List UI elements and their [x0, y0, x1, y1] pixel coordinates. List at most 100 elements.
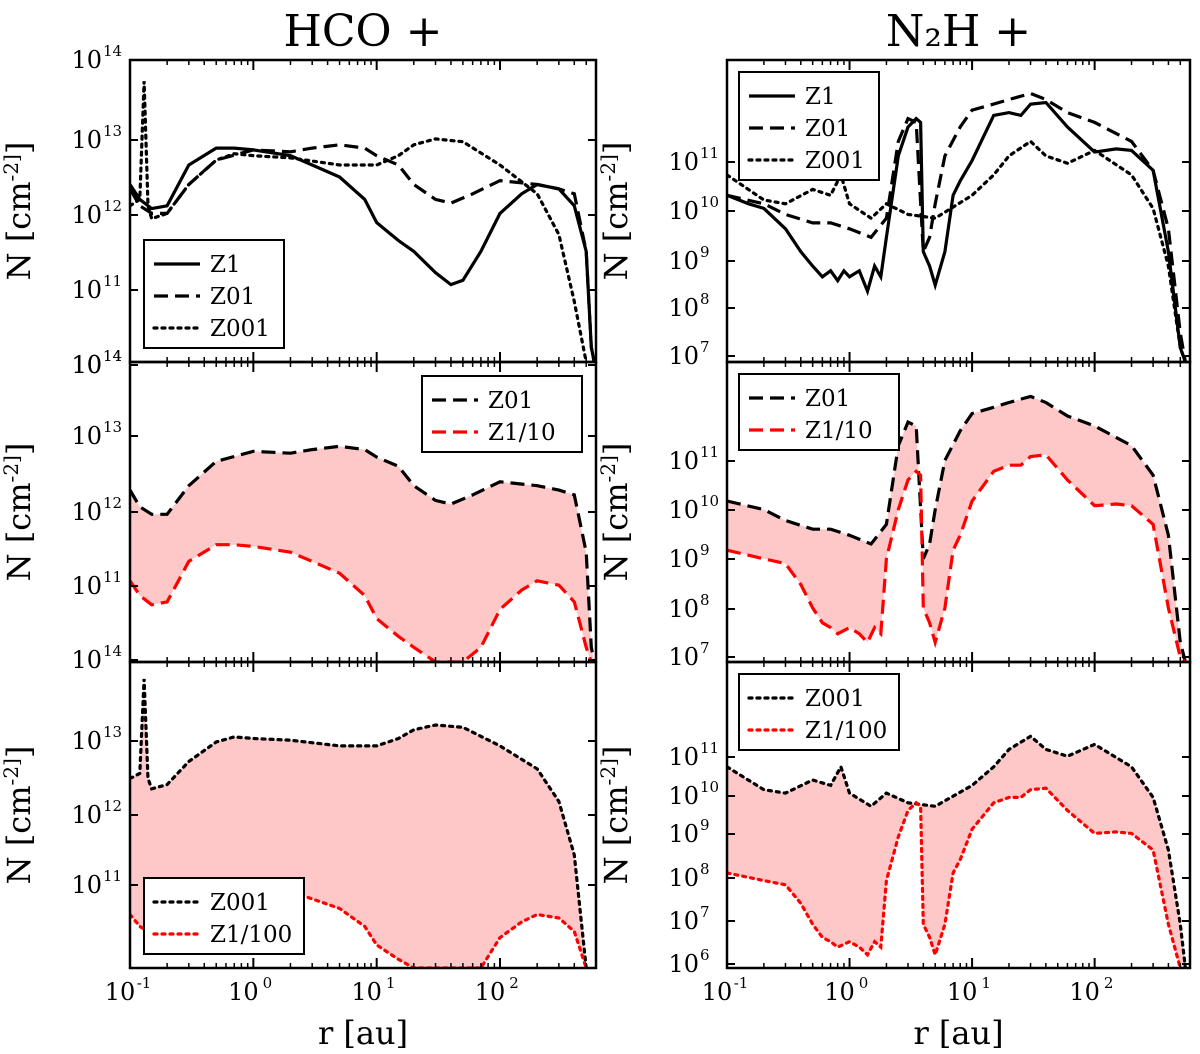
y-tick-label: 10 — [668, 447, 699, 475]
series-line-z01 — [727, 394, 1187, 662]
y-tick-label: 10 — [71, 498, 102, 526]
y-tick-label-exponent: 9 — [700, 816, 710, 834]
y-tick-label: 10 — [71, 871, 102, 899]
y-tick-label-exponent: 7 — [700, 639, 710, 657]
fill-between — [727, 396, 1186, 662]
series-line-z001 — [130, 678, 588, 968]
y-axis-label: N [cm-2]] — [596, 443, 635, 582]
y-tick-label-exponent: 11 — [700, 739, 719, 757]
series-line-z01 — [727, 91, 1187, 362]
legend: Z01 Z1/10 — [738, 373, 900, 451]
legend: Z001 Z1/100 — [143, 877, 305, 955]
y-tick-label-exponent: 11 — [103, 272, 122, 290]
series-line-z001 — [727, 139, 1187, 362]
y-tick-label: 10 — [668, 496, 699, 524]
legend-label: Z1 — [805, 84, 836, 110]
series-line-z01 — [130, 444, 596, 662]
y-tick-label-exponent: 14 — [103, 347, 122, 365]
legend: Z001 Z1/100 — [738, 673, 900, 751]
legend: Z01 Z1/10 — [421, 375, 583, 453]
plot-area — [727, 734, 1187, 968]
y-tick-label: 10 — [668, 595, 699, 623]
y-tick-label: 10 — [668, 950, 699, 978]
x-tick-label: 10 — [351, 978, 382, 1006]
legend-label: Z001 — [805, 686, 865, 712]
y-tick-label: 10 — [71, 126, 102, 154]
plot-area — [727, 91, 1187, 362]
y-tick-label: 10 — [71, 572, 102, 600]
y-tick-label-exponent: 12 — [103, 797, 122, 815]
y-tick-label-exponent: 7 — [700, 338, 710, 356]
fill-between — [727, 736, 1186, 968]
plot-area — [130, 81, 596, 362]
y-axis-label: N [cm-2]] — [596, 746, 635, 885]
x-tick-label: 10 — [475, 978, 506, 1006]
y-tick-label-exponent: 13 — [103, 418, 122, 436]
series-line-z001 — [727, 734, 1187, 968]
x-tick-label-exponent: 2 — [1104, 974, 1114, 992]
x-tick-label: 10 — [824, 978, 855, 1006]
y-tick-label: 10 — [668, 820, 699, 848]
y-tick-label: 10 — [668, 643, 699, 671]
y-tick-label-exponent: 12 — [103, 197, 122, 215]
y-tick-label-exponent: 8 — [700, 860, 710, 878]
legend-box — [738, 373, 900, 451]
y-tick-label-exponent: 8 — [700, 591, 710, 609]
legend-label: Z001 — [210, 890, 270, 916]
legend-box — [421, 375, 583, 453]
y-tick-label-exponent: 9 — [700, 243, 710, 261]
legend-label: Z01 — [805, 116, 850, 142]
y-axis-label: N [cm-2]] — [596, 142, 635, 281]
x-tick-label: 10 — [702, 978, 733, 1006]
x-tick-label-exponent: -1 — [137, 974, 152, 992]
y-tick-label-exponent: 11 — [700, 443, 719, 461]
y-tick-label-exponent: 14 — [103, 42, 122, 60]
y-axis-label: N [cm-2]] — [0, 746, 38, 885]
legend-label: Z001 — [805, 148, 865, 174]
y-tick-label: 10 — [71, 801, 102, 829]
y-tick-label: 10 — [668, 907, 699, 935]
y-tick-label-exponent: 11 — [700, 144, 719, 162]
y-tick-label-exponent: 10 — [700, 492, 719, 510]
legend-label: Z1/100 — [805, 718, 887, 744]
axes-frame — [725, 660, 1192, 970]
legend-label: Z01 — [488, 388, 533, 414]
series-line-z001 — [130, 81, 588, 362]
x-tick-label: 10 — [1069, 978, 1100, 1006]
legend-label: Z1/10 — [805, 418, 873, 444]
panel-title: N₂H + — [886, 6, 1031, 57]
x-tick-label-exponent: -1 — [734, 974, 749, 992]
series-line-z1100 — [727, 786, 1182, 968]
y-tick-label: 10 — [71, 422, 102, 450]
y-tick-label-exponent: 7 — [700, 903, 710, 921]
y-tick-label-exponent: 11 — [103, 867, 122, 885]
y-tick-label-exponent: 9 — [700, 541, 710, 559]
y-tick-label: 10 — [71, 727, 102, 755]
y-tick-label-exponent: 6 — [700, 946, 710, 964]
legend-box — [738, 673, 900, 751]
legend: Z1 Z01 Z001 — [143, 239, 285, 349]
fill-between — [130, 679, 587, 968]
y-tick-label-exponent: 14 — [103, 642, 122, 660]
legend-label: Z1/10 — [488, 420, 556, 446]
legend-box — [738, 71, 880, 181]
legend-box — [143, 239, 285, 349]
legend-label: Z01 — [805, 386, 850, 412]
legend: Z1 Z01 Z001 — [738, 71, 880, 181]
y-axis-label: N [cm-2]] — [0, 443, 38, 582]
y-tick-label: 10 — [668, 294, 699, 322]
plot-area — [130, 444, 596, 662]
y-tick-label-exponent: 11 — [103, 568, 122, 586]
x-tick-label: 10 — [228, 978, 259, 1006]
x-tick-label-exponent: 2 — [509, 974, 519, 992]
y-tick-label: 10 — [71, 646, 102, 674]
y-tick-label: 10 — [668, 743, 699, 771]
legend-label: Z1/100 — [210, 922, 292, 948]
panel-title: HCO + — [284, 6, 443, 57]
y-tick-label: 10 — [71, 46, 102, 74]
y-tick-label-exponent: 12 — [103, 494, 122, 512]
